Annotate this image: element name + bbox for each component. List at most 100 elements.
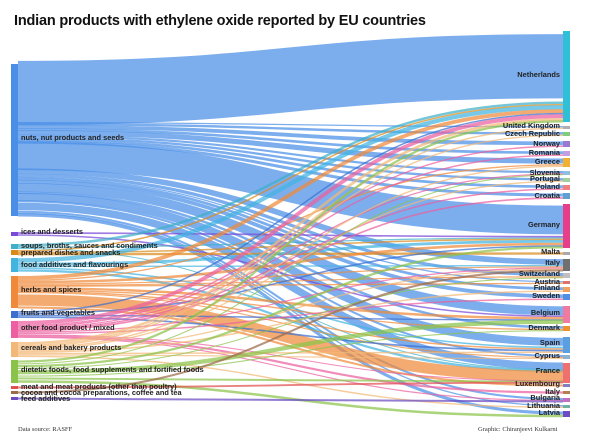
sankey-link xyxy=(17,294,564,382)
sankey-link xyxy=(17,138,564,189)
destination-label: Portugal xyxy=(530,174,560,183)
source-node xyxy=(11,232,18,236)
destination-node xyxy=(563,204,570,248)
sankey-link xyxy=(17,114,564,325)
destination-label: Latvia xyxy=(539,408,561,417)
sankey-link xyxy=(17,127,564,347)
destination-label: Lithuania xyxy=(527,401,561,410)
destination-node xyxy=(563,287,570,292)
sankey-link xyxy=(17,282,564,288)
sankey-link xyxy=(17,122,564,135)
destination-label: Italy xyxy=(545,387,561,396)
sankey-link xyxy=(17,101,564,247)
sankey-link xyxy=(17,164,564,281)
source-label: prepared dishes and snacks xyxy=(21,248,120,257)
sankey-link xyxy=(17,182,564,316)
source-node xyxy=(11,342,18,357)
source-label: cereals and bakery products xyxy=(21,343,121,352)
sankey-link xyxy=(17,397,564,403)
destination-label: Finland xyxy=(534,283,561,292)
sankey-link xyxy=(17,168,564,265)
destination-label: Malta xyxy=(541,247,561,256)
source-label: dietetic foods, food supplements and for… xyxy=(21,365,204,374)
sankey-link xyxy=(17,287,564,320)
sankey-link xyxy=(17,130,564,164)
destination-label: Slovenia xyxy=(530,168,561,177)
sankey-links xyxy=(17,34,564,418)
sankey-link xyxy=(17,202,564,370)
sankey-link xyxy=(17,200,564,358)
destination-node xyxy=(563,193,570,199)
sankey-link xyxy=(17,277,564,369)
data-source-note: Data source: RASFF xyxy=(18,426,73,433)
sankey-link xyxy=(17,124,564,146)
destination-node xyxy=(563,273,570,278)
destination-label: Poland xyxy=(535,182,560,191)
source-node xyxy=(11,311,18,318)
destination-node xyxy=(563,126,570,129)
source-label: nuts, nut products and seeds xyxy=(21,133,124,142)
destination-node xyxy=(563,337,570,353)
destination-label: Denmark xyxy=(528,323,561,332)
destination-label: Germany xyxy=(528,220,561,229)
sankey-link xyxy=(17,145,564,327)
destination-label: Italy xyxy=(545,258,561,267)
destination-label: United Kingdom xyxy=(503,121,560,130)
source-node xyxy=(11,276,18,308)
sankey-link xyxy=(17,381,564,389)
source-node xyxy=(11,250,18,255)
source-label: cocoa and cocoa preparations, coffee and… xyxy=(21,388,182,397)
destination-label: Belgium xyxy=(531,308,561,317)
destination-node xyxy=(563,398,570,402)
destination-label: Sweden xyxy=(532,291,560,300)
destination-node xyxy=(563,178,570,182)
sankey-link xyxy=(17,319,564,375)
sankey-link xyxy=(17,197,564,332)
destination-label: Greece xyxy=(535,157,560,166)
destination-node xyxy=(563,326,570,331)
source-node xyxy=(11,360,18,383)
source-node xyxy=(11,321,18,338)
sankey-link xyxy=(17,246,564,368)
destination-node xyxy=(563,411,570,417)
destination-node xyxy=(563,158,570,167)
destination-label: Croatia xyxy=(535,191,561,200)
destination-node xyxy=(563,259,570,271)
sankey-link xyxy=(17,239,564,266)
sankey-link xyxy=(17,179,564,299)
sankey-link xyxy=(17,128,564,155)
sankey-link xyxy=(17,180,564,351)
destination-node xyxy=(563,252,570,255)
destination-label: Romania xyxy=(529,148,561,157)
sankey-link xyxy=(17,112,564,313)
sankey-link xyxy=(17,232,564,238)
sankey-link xyxy=(17,334,564,382)
destination-label: Spain xyxy=(540,338,561,347)
graphic-credit: Graphic: Chiranjeevi Kulkarni xyxy=(478,426,558,433)
destination-label: Netherlands xyxy=(517,70,560,79)
destination-label: France xyxy=(536,366,560,375)
source-node xyxy=(11,391,18,394)
destination-node xyxy=(563,405,570,408)
sankey-link xyxy=(17,34,564,126)
destination-label: Czech Republic xyxy=(505,129,560,138)
source-nodes xyxy=(11,64,18,400)
destination-label: Norway xyxy=(533,139,561,148)
destination-node xyxy=(563,363,570,383)
sankey-link xyxy=(17,174,564,365)
destination-nodes xyxy=(563,31,570,417)
destination-node xyxy=(563,132,570,136)
source-label: herbs and spices xyxy=(21,285,81,294)
source-node xyxy=(11,397,18,400)
destination-node xyxy=(563,306,570,323)
source-label: other food product / mixed xyxy=(21,323,115,332)
destination-node xyxy=(563,281,570,284)
source-label: fruits and vegetables xyxy=(21,308,95,317)
source-node xyxy=(11,386,18,389)
source-label: food additives and flavourings xyxy=(21,260,128,269)
sankey-link xyxy=(17,120,564,363)
sankey-link xyxy=(17,269,564,394)
sankey-link xyxy=(17,134,564,174)
